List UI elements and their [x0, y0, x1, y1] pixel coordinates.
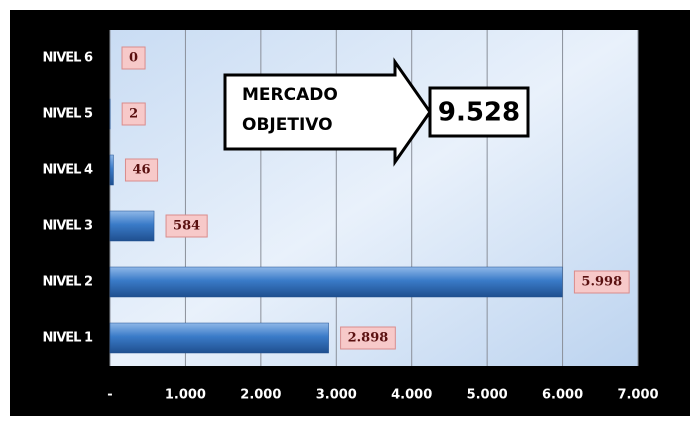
value-label-box — [121, 102, 146, 126]
y-tick-label: NIVEL 2 — [42, 275, 92, 290]
annotation-box: MERCADO OBJETIVO — [242, 85, 338, 135]
callout-arrow — [223, 57, 432, 167]
value-label: 46 — [132, 163, 150, 178]
value-label: 5.998 — [581, 275, 622, 290]
x-tick-label: 6.000 — [542, 388, 583, 403]
x-tick-label: 4.000 — [391, 388, 432, 403]
y-tick-label: NIVEL 3 — [42, 219, 92, 234]
value-label-box — [340, 326, 396, 350]
value-label: 2.898 — [348, 331, 389, 346]
value-label-box — [124, 158, 159, 182]
bar — [109, 154, 114, 186]
value-label-box — [573, 270, 630, 294]
value-label-box — [121, 46, 146, 70]
bar — [109, 210, 155, 242]
x-tick-label: 5.000 — [467, 388, 508, 403]
total-label: 9.528 — [438, 98, 520, 128]
value-label: 2 — [129, 107, 138, 122]
x-tick-label: 3.000 — [316, 388, 357, 403]
x-tick-label: 7.000 — [617, 388, 658, 403]
total-box — [428, 86, 530, 138]
y-tick-label: NIVEL 5 — [42, 107, 92, 122]
y-tick-label: NIVEL 1 — [42, 331, 92, 346]
value-label: 584 — [173, 219, 200, 234]
y-tick-label: NIVEL 4 — [42, 163, 92, 178]
value-label: 0 — [129, 51, 138, 66]
annotation: MERCADO OBJETIVO — [242, 85, 338, 135]
bar — [109, 322, 329, 354]
value-label-box — [165, 214, 208, 238]
x-tick-label: 2.000 — [240, 388, 281, 403]
bar — [109, 266, 563, 298]
x-tick-label: - — [107, 388, 112, 403]
y-tick-label: NIVEL 6 — [42, 51, 92, 66]
x-tick-label: 1.000 — [165, 388, 206, 403]
